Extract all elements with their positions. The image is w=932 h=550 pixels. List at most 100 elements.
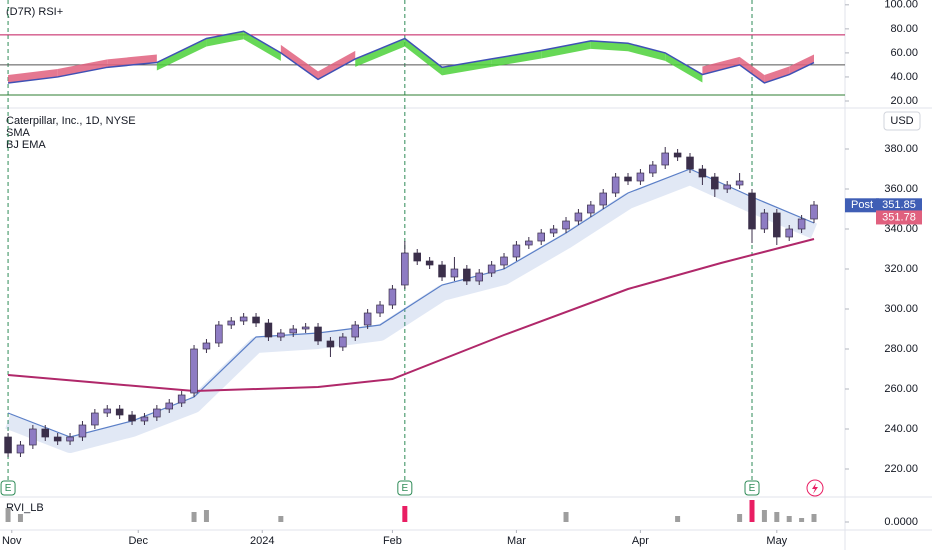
candle-body <box>599 192 607 206</box>
candle-body <box>785 228 793 238</box>
candle-body <box>66 436 74 442</box>
candle-body <box>537 232 545 242</box>
x-tick-label: Apr <box>632 535 649 547</box>
rvi-bar <box>402 506 408 522</box>
rsi-cloud <box>628 43 666 61</box>
candle-body <box>91 412 99 426</box>
candle-body <box>401 252 409 286</box>
y-tick-label: 20.00 <box>890 95 918 107</box>
x-tick-label: Dec <box>128 535 148 547</box>
candle-body <box>549 228 558 234</box>
rvi-bar <box>191 512 197 522</box>
currency[interactable]: USD <box>890 115 913 127</box>
candle-body <box>636 172 645 182</box>
rvi-bar <box>5 508 11 522</box>
rvi-bar <box>737 514 743 522</box>
y-tick-label: 100.00 <box>884 0 918 11</box>
candle-body <box>735 180 744 186</box>
post-tag-label: Post <box>851 199 873 211</box>
candle-body <box>16 444 25 454</box>
rvi-bar <box>811 514 817 522</box>
candle-body <box>611 176 620 194</box>
candle-body <box>760 212 769 230</box>
x-tick-label: 2024 <box>250 535 274 547</box>
candle-body <box>277 332 285 338</box>
rsi-cloud <box>355 38 405 67</box>
event-marker <box>0 480 16 496</box>
rsi-cloud <box>206 31 244 47</box>
rsi-cloud <box>590 40 629 52</box>
y-tick-label: 40.00 <box>890 71 918 83</box>
x-tick-label: Mar <box>507 535 526 547</box>
candle-body <box>487 264 496 274</box>
rsi-line <box>7 30 815 84</box>
event-label: E <box>749 483 756 494</box>
rsi-cloud <box>702 56 740 75</box>
rsi-cloud <box>541 40 591 59</box>
candle-body <box>525 240 533 246</box>
y-tick-label: 0.0000 <box>884 516 918 528</box>
event-label: E <box>5 483 12 494</box>
event-label: E <box>401 483 408 494</box>
rvi-bar <box>749 500 755 522</box>
y-tick-label: 80.00 <box>890 23 918 35</box>
currency-box[interactable] <box>883 111 921 131</box>
ema-price-label: 351.78 <box>882 211 916 223</box>
rsi-cloud <box>442 58 492 76</box>
candle-body <box>301 326 310 330</box>
candle-body <box>252 316 260 324</box>
ema-price <box>876 210 922 225</box>
candle-body <box>115 408 124 416</box>
rvi-bar <box>17 514 23 522</box>
candle-body <box>686 156 694 170</box>
rvi-bar <box>278 516 284 522</box>
candle-body <box>673 152 682 158</box>
post-price <box>876 198 922 213</box>
rsi-cloud <box>8 68 58 83</box>
candle-body <box>512 244 521 258</box>
x-tick-label: Nov <box>2 535 22 547</box>
candle-body <box>425 260 434 266</box>
candle-body <box>376 304 384 314</box>
candle-body <box>4 436 12 454</box>
x-tick-label: May <box>766 535 787 547</box>
rvi-bar <box>799 518 805 522</box>
y-tick-label: 300.00 <box>884 303 918 315</box>
x-tick-label: Feb <box>383 535 402 547</box>
event-marker <box>397 480 413 496</box>
candle-body <box>41 428 50 438</box>
rvi-bar <box>761 510 767 522</box>
candle-body <box>128 414 136 422</box>
rvi-bar <box>203 510 209 522</box>
candle-body <box>314 326 322 342</box>
candle-body <box>351 324 359 338</box>
rvi-bar <box>563 512 569 522</box>
rsi-cloud <box>404 38 443 76</box>
candle-body <box>363 312 372 326</box>
candle-body <box>165 402 174 410</box>
sma-line <box>7 238 815 393</box>
candle-body <box>215 324 223 344</box>
candle-body <box>103 408 112 414</box>
candle-body <box>723 184 731 190</box>
candle-body <box>190 348 198 394</box>
indicator-label: BJ EMA <box>6 139 46 151</box>
event-marker <box>744 480 760 496</box>
candle-body <box>463 268 471 282</box>
rsi-cloud <box>57 59 108 77</box>
candle-body <box>587 204 595 214</box>
rvi-bar <box>786 516 792 522</box>
candle-body <box>500 256 508 266</box>
candle-body <box>289 328 297 334</box>
chart-title: Caterpillar, Inc., 1D, NYSE <box>6 115 136 127</box>
candle-body <box>748 192 756 230</box>
y-tick-label: 340.00 <box>884 223 918 235</box>
candle-body <box>475 272 483 282</box>
candle-body <box>53 436 62 442</box>
candle-body <box>153 408 161 418</box>
candle-body <box>624 176 632 182</box>
rsi-cloud <box>243 31 281 61</box>
post-price-label: 351.85 <box>882 199 916 211</box>
rsi-cloud <box>280 44 319 80</box>
rsi-cloud <box>764 66 790 83</box>
